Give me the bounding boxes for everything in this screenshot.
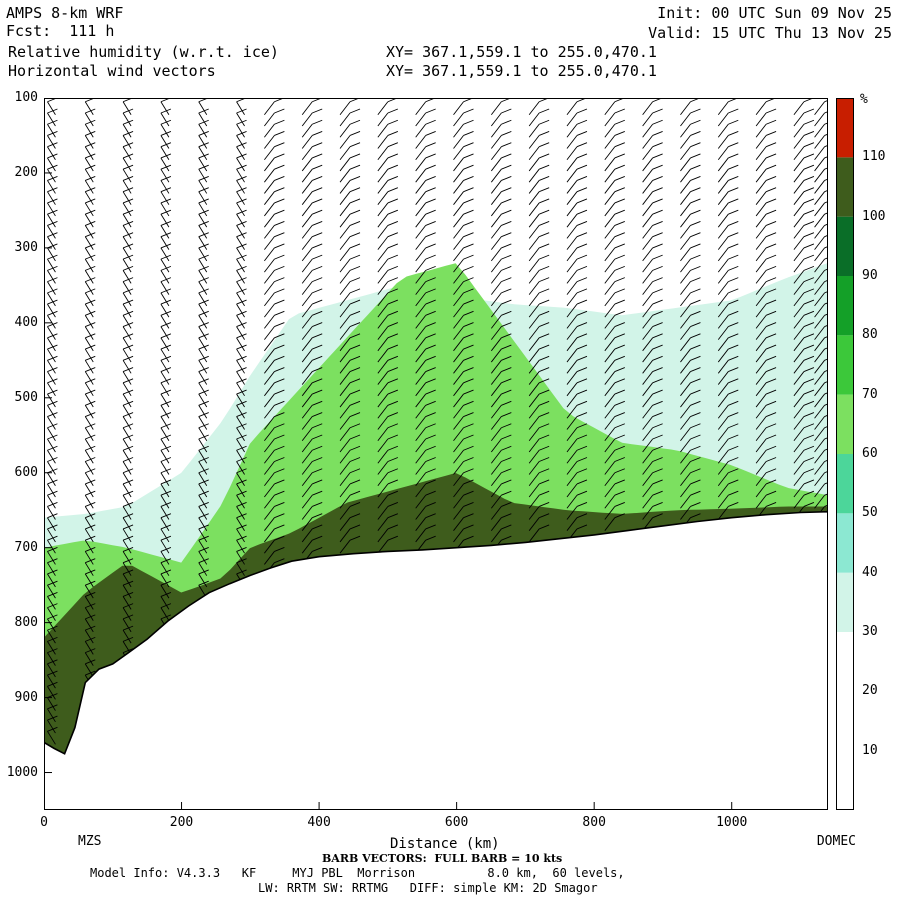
model-title: AMPS 8-km WRF (6, 4, 124, 22)
wind-barb-column (453, 98, 474, 554)
wind-barb-column (301, 98, 323, 565)
wind-barb-column (604, 98, 625, 531)
colorbar-cell (836, 513, 854, 573)
colorbar (836, 98, 854, 810)
colorbar-cell (836, 750, 854, 810)
x-tick-label: 800 (582, 815, 606, 830)
x-end-label-left: MZS (78, 834, 102, 849)
barb-legend: BARB VECTORS: FULL BARB = 10 kts (322, 852, 563, 865)
x-tick-label: 200 (169, 815, 194, 830)
wind-barb-column (339, 98, 361, 554)
y-tick-label: 600 (14, 464, 38, 480)
wind-barb-column (566, 98, 588, 543)
colorbar-cell (836, 335, 854, 395)
wind-barb-column (47, 98, 58, 745)
y-tick-label: 900 (14, 689, 38, 705)
colorbar-cell (836, 276, 854, 336)
valid-time: Valid: 15 UTC Thu 13 Nov 25 (648, 24, 892, 42)
colorbar-cell (836, 454, 854, 514)
colorbar-label: 80 (862, 327, 878, 343)
field-label-wind: Horizontal wind vectors (8, 62, 216, 80)
xy-range-1: XY= 367.1,559.1 to 255.0,470.1 (386, 43, 657, 61)
x-axis-label: Distance (km) (390, 836, 500, 852)
wind-barb-column (680, 98, 701, 531)
y-tick-label: 1000 (6, 764, 38, 780)
init-time: Init: 00 UTC Sun 09 Nov 25 (657, 4, 892, 22)
colorbar-cell (836, 632, 854, 692)
colorbar-cell (836, 394, 854, 454)
x-tick-label: 1000 (716, 815, 748, 830)
x-end-label-right: DOMEC (816, 834, 856, 849)
wind-barb-column (160, 98, 172, 633)
wind-barb-column (528, 98, 550, 543)
x-tick-label: 600 (444, 815, 469, 830)
colorbar-label: 110 (862, 149, 886, 165)
colorbar-cell (836, 572, 854, 632)
wind-barb-column (490, 98, 512, 554)
wind-barb-column (755, 98, 777, 520)
plot-frame (44, 98, 828, 810)
y-tick-label: 800 (14, 614, 38, 630)
colorbar-unit: % (860, 92, 868, 107)
colorbar-label: 50 (862, 505, 878, 521)
colorbar-label: 10 (862, 742, 878, 758)
wind-barb-column (264, 98, 285, 576)
y-tick-label: 500 (14, 389, 38, 405)
wind-barb-column (642, 98, 663, 531)
colorbar-label: 70 (862, 386, 878, 402)
forecast-hour: Fcst: 111 h (6, 22, 115, 40)
wind-barb-column (717, 98, 739, 520)
colorbar-label: 100 (862, 208, 886, 224)
colorbar-cell (836, 98, 854, 158)
terrain-surface (44, 510, 828, 810)
y-tick-label: 700 (14, 539, 38, 555)
y-tick-label: 400 (14, 314, 38, 330)
x-tick-label: 400 (307, 815, 331, 830)
model-info: Model Info: V4.3.3 KF MYJ PBL Morrison 8… (90, 866, 625, 880)
wind-barb-column (122, 98, 134, 666)
wind-barb-column (198, 98, 209, 599)
xy-range-2: XY= 367.1,559.1 to 255.0,470.1 (386, 62, 657, 80)
colorbar-cell (836, 691, 854, 751)
wind-barb-column (377, 98, 399, 554)
y-tick-label: 100 (14, 90, 38, 105)
wind-barb-column (793, 98, 815, 520)
colorbar-label: 40 (862, 564, 878, 580)
y-tick-label: 300 (14, 239, 38, 255)
y-tick-label: 200 (14, 164, 38, 180)
wind-barb-column (415, 98, 436, 554)
colorbar-label: 60 (862, 446, 878, 461)
colorbar-cell (836, 157, 854, 217)
wind-barb-column (814, 99, 828, 520)
colorbar-label: 90 (862, 268, 878, 283)
colorbar-label: 20 (862, 683, 878, 699)
field-label-humidity: Relative humidity (w.r.t. ice) (8, 43, 279, 61)
x-tick-label: 0 (40, 815, 48, 830)
physics-info: LW: RRTM SW: RRTMG DIFF: simple KM: 2D S… (258, 881, 598, 895)
cross-section-plot (44, 98, 828, 810)
colorbar-cell (836, 216, 854, 276)
colorbar-label: 30 (862, 624, 878, 639)
